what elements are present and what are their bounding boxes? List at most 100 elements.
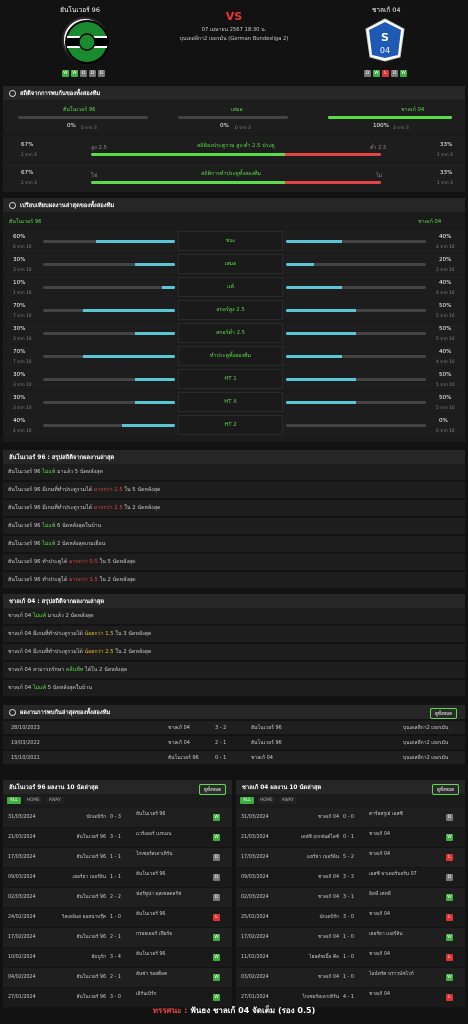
match-row[interactable]: 17/02/2024 ชาลเก้ 04 1 - 0 เฮอร์ธา เบอร์ลิน… — [236, 928, 465, 948]
summary-line: ชาลเก้ 04 สามารถรักษา คลีนชีท ได้ใน 2 นั… — [3, 662, 465, 679]
match-date: 03/02/2024 — [241, 975, 269, 980]
away-team: แวร์เดอร์ เบรเมน — [136, 832, 172, 837]
home-count: 6 จาก 10 — [13, 245, 32, 250]
league-name[interactable]: บุนเดสลีกา2 เยอรมัน (German Bundesliga 2… — [179, 36, 289, 42]
match-score: 1 - 0 — [343, 975, 354, 980]
prediction-text: ฟันธง ชาลเก้ 04 จัดเต็ม (รอง 0.5) — [190, 1006, 316, 1015]
match-row[interactable]: 10/02/2024 ฮัมบูร์ก 3 - 4 ฮันโนเวอร์ 96 W — [3, 948, 232, 968]
home-bar-fill — [135, 401, 175, 404]
home-team-logo[interactable] — [62, 17, 109, 64]
match-row[interactable]: 17/02/2024 ฮันโนเวอร์ 96 2 - 1 กรอยเธอร์ เฟ… — [3, 928, 232, 948]
match-row[interactable]: 31/03/2024 นักเดบิร์ก 0 - 3 ฮันโนเวอร์ 96 W — [3, 808, 232, 828]
h2h-match-row[interactable]: 19/03/2022 ชาลเก้ 04 2 - 1 ฮันโนเวอร์ 96 บุน… — [3, 736, 465, 750]
match-score: 3 - 1 — [110, 835, 121, 840]
form-badge: W — [71, 70, 78, 77]
match-score: 0 - 3 — [110, 815, 121, 820]
svg-text:S: S — [381, 31, 389, 44]
away-bar-fill — [286, 401, 356, 404]
home-team: ฮันโนเวอร์ 96 — [76, 835, 106, 840]
away-bar — [286, 401, 426, 404]
summary-text: น้อยกว่า 2.5 — [84, 649, 114, 655]
away-team-logo[interactable]: S 04 — [362, 17, 408, 63]
h2h-match-row[interactable]: 15/10/2021 ฮันโนเวอร์ 96 0 - 1 ชาลเก้ 04 บุน… — [3, 751, 465, 765]
away-team: ฮันซ่า รอสต็อค — [136, 972, 168, 977]
result-badge: W — [446, 894, 453, 901]
match-row[interactable]: 17/03/2024 แฮร์ธ่า เบอร์ลิน 5 - 2 ชาลเก้ 04… — [236, 848, 465, 868]
match-row[interactable]: 27/01/2024 ฮันโนเวอร์ 96 3 - 0 เอิร์นเบิร์ก… — [3, 988, 232, 1008]
away-pct: 40% — [439, 280, 452, 286]
summary-text: 5 นัดหลังสุดในบ้าน — [46, 685, 92, 691]
match-row[interactable]: 11/02/2024 ไฮลด์ชเบิ้ล คีล 1 - 0 ชาลเก้ 04 L — [236, 948, 465, 968]
summary-text: ฮันโนเวอร์ 96 ทำประตูได้ — [8, 559, 69, 565]
away-count: 5 จาก 10 — [436, 383, 455, 388]
home-count: 4 จาก 10 — [13, 429, 32, 434]
summary-text: ชาลเก้ 04 มีเกมที่ทำประตูรวมได้ — [8, 631, 85, 637]
match-row[interactable]: 25/02/2024 นักเดบิร์ก 3 - 0 ชาลเก้ 04 L — [236, 908, 465, 928]
h2h-stats-section: สถิติจากการพบกันของทั้งสองทีม ฮันโนเวอร์… — [3, 86, 465, 192]
home-pct: 0% — [67, 123, 76, 129]
section-title: ฮันโนเวอร์ 96 ผลงาน 10 นัดล่าสุด — [3, 780, 232, 794]
league-name: บุนเดสลีกา2 เยอรมัน — [403, 755, 449, 761]
match-score: 3 - 0 — [343, 915, 354, 920]
compare-row: 70% 7 จาก 10 สกอร์สูง 2.5 50% 5 จาก 10 — [3, 300, 465, 320]
venue-tab[interactable]: HOME — [23, 797, 43, 804]
summary-text: ไม่แพ้ — [32, 613, 47, 619]
btts-bar — [91, 181, 381, 184]
match-row[interactable]: 09/03/2024 เฮอร์ธา เบอร์ลิน 1 - 1 ฮันโนเวอร… — [3, 868, 232, 888]
match-row[interactable]: 27/01/2024 ไกเซอร์สเลาเทิร์น 4 - 1 ชาลเก้ 0… — [236, 988, 465, 1008]
match-score: 1 - 0 — [343, 955, 354, 960]
h2h-results-header: ผลงานการพบกันล่าสุดของทั้งสองทีม ดูทั้งห… — [3, 705, 465, 719]
home-bar — [43, 378, 175, 381]
away-team: ฮันโนเวอร์ 96 — [136, 952, 166, 957]
venue-tab[interactable]: AWAY — [278, 797, 297, 804]
match-score: 1 - 0 — [110, 915, 121, 920]
match-row[interactable]: 21/03/2024 ฮันโนเวอร์ 96 3 - 1 แวร์เดอร์ เบ… — [3, 828, 232, 848]
home-count: 0 จาก 3 — [81, 126, 97, 131]
match-row[interactable]: 03/02/2024 ชาลเก้ 04 1 - 0 ไอน์ทรัค บราวน์ช… — [236, 968, 465, 988]
result-badge: D — [446, 814, 453, 821]
home-bar — [43, 332, 175, 335]
match-row[interactable]: 02/03/2024 ชาลเก้ 04 3 - 1 อิลฟ์ เคทลี W — [236, 888, 465, 908]
venue-tab[interactable]: HOME — [256, 797, 276, 804]
match-row[interactable]: 31/03/2024 ชาลเก้ 04 0 - 0 คาร์ลสรูเฮ่ เอสซ… — [236, 808, 465, 828]
venue-tab[interactable]: AWAY — [45, 797, 64, 804]
away-win-bar — [328, 116, 452, 119]
away-team: ฟอร์ทูน่า ดุสเซลดอร์ฟ — [136, 892, 182, 897]
home-team: วิลเฮล์มส ออสนาบรุ๊ค — [61, 915, 106, 920]
view-all-button[interactable]: ดูทั้งหมด — [430, 708, 457, 719]
away-venue-tabs: ALL HOME AWAY — [240, 797, 297, 804]
away-count: 4 จาก 10 — [436, 360, 455, 365]
home-last10-section: ฮันโนเวอร์ 96 ผลงาน 10 นัดล่าสุด ดูทั้งห… — [3, 780, 232, 1008]
match-row[interactable]: 24/02/2024 วิลเฮล์มส ออสนาบรุ๊ค 1 - 0 ฮันโน… — [3, 908, 232, 928]
venue-tab[interactable]: ALL — [7, 797, 21, 804]
away-count: 5 จาก 10 — [436, 406, 455, 411]
match-date: 31/03/2024 — [8, 815, 36, 820]
away-label: ชาลเก้ 04 — [401, 107, 425, 113]
venue-tab[interactable]: ALL — [240, 797, 254, 804]
match-date: 17/03/2024 — [8, 855, 36, 860]
vs-label: VS — [225, 10, 243, 23]
summary-text: มาแล้ว 2 นัดหลังสุด — [46, 613, 94, 619]
match-row[interactable]: 21/03/2024 เอฟซี ฤกเซ่นต์ไลซ์ 0 - 1 ชาลเก้ … — [236, 828, 465, 848]
match-row[interactable]: 09/03/2024 ชาลเก้ 04 3 - 3 เอสซี พาเดอร์บอร… — [236, 868, 465, 888]
away-count: 4 จาก 10 — [436, 245, 455, 250]
match-row[interactable]: 17/03/2024 ฮันโนเวอร์ 96 1 - 1 ไกเซอร์สเลาเ… — [3, 848, 232, 868]
match-score: 1 - 1 — [110, 875, 121, 880]
home-pct: 10% — [13, 280, 26, 286]
result-badge: L — [446, 914, 453, 921]
home-summary-header: ฮันโนเวอร์ 96 : สรุปสถิติจากผลงานล่าสุด — [3, 450, 465, 464]
soccer-ball-icon — [9, 89, 16, 97]
match-row[interactable]: 02/03/2024 ฮันโนเวอร์ 96 2 - 2 ฟอร์ทูน่า ดุ… — [3, 888, 232, 908]
match-date: 17/02/2024 — [241, 935, 269, 940]
view-all-button[interactable]: ดูทั้งหมด — [199, 784, 226, 795]
match-row[interactable]: 04/02/2024 ฮันโนเวอร์ 96 2 - 1 ฮันซ่า รอสต็… — [3, 968, 232, 988]
home-pct: 30% — [13, 372, 26, 378]
h2h-match-row[interactable]: 28/10/2023 ชาลเก้ 04 3 - 2 ฮันโนเวอร์ 96 บุน… — [3, 721, 465, 735]
h2h-result-row: ฮันโนเวอร์ 96 เสมอ ชาลเก้ 04 0% 0 จาก 3 … — [3, 102, 465, 132]
home-team-name[interactable]: ฮันโนเวอร์ 96 — [60, 6, 100, 14]
view-all-button[interactable]: ดูทั้งหมด — [432, 784, 459, 795]
away-team-name[interactable]: ชาลเก้ 04 — [372, 6, 401, 14]
match-date: 27/01/2024 — [241, 995, 269, 1000]
summary-line: ชาลเก้ 04 มีเกมที่ทำประตูรวมได้ น้อยกว่า… — [3, 644, 465, 661]
